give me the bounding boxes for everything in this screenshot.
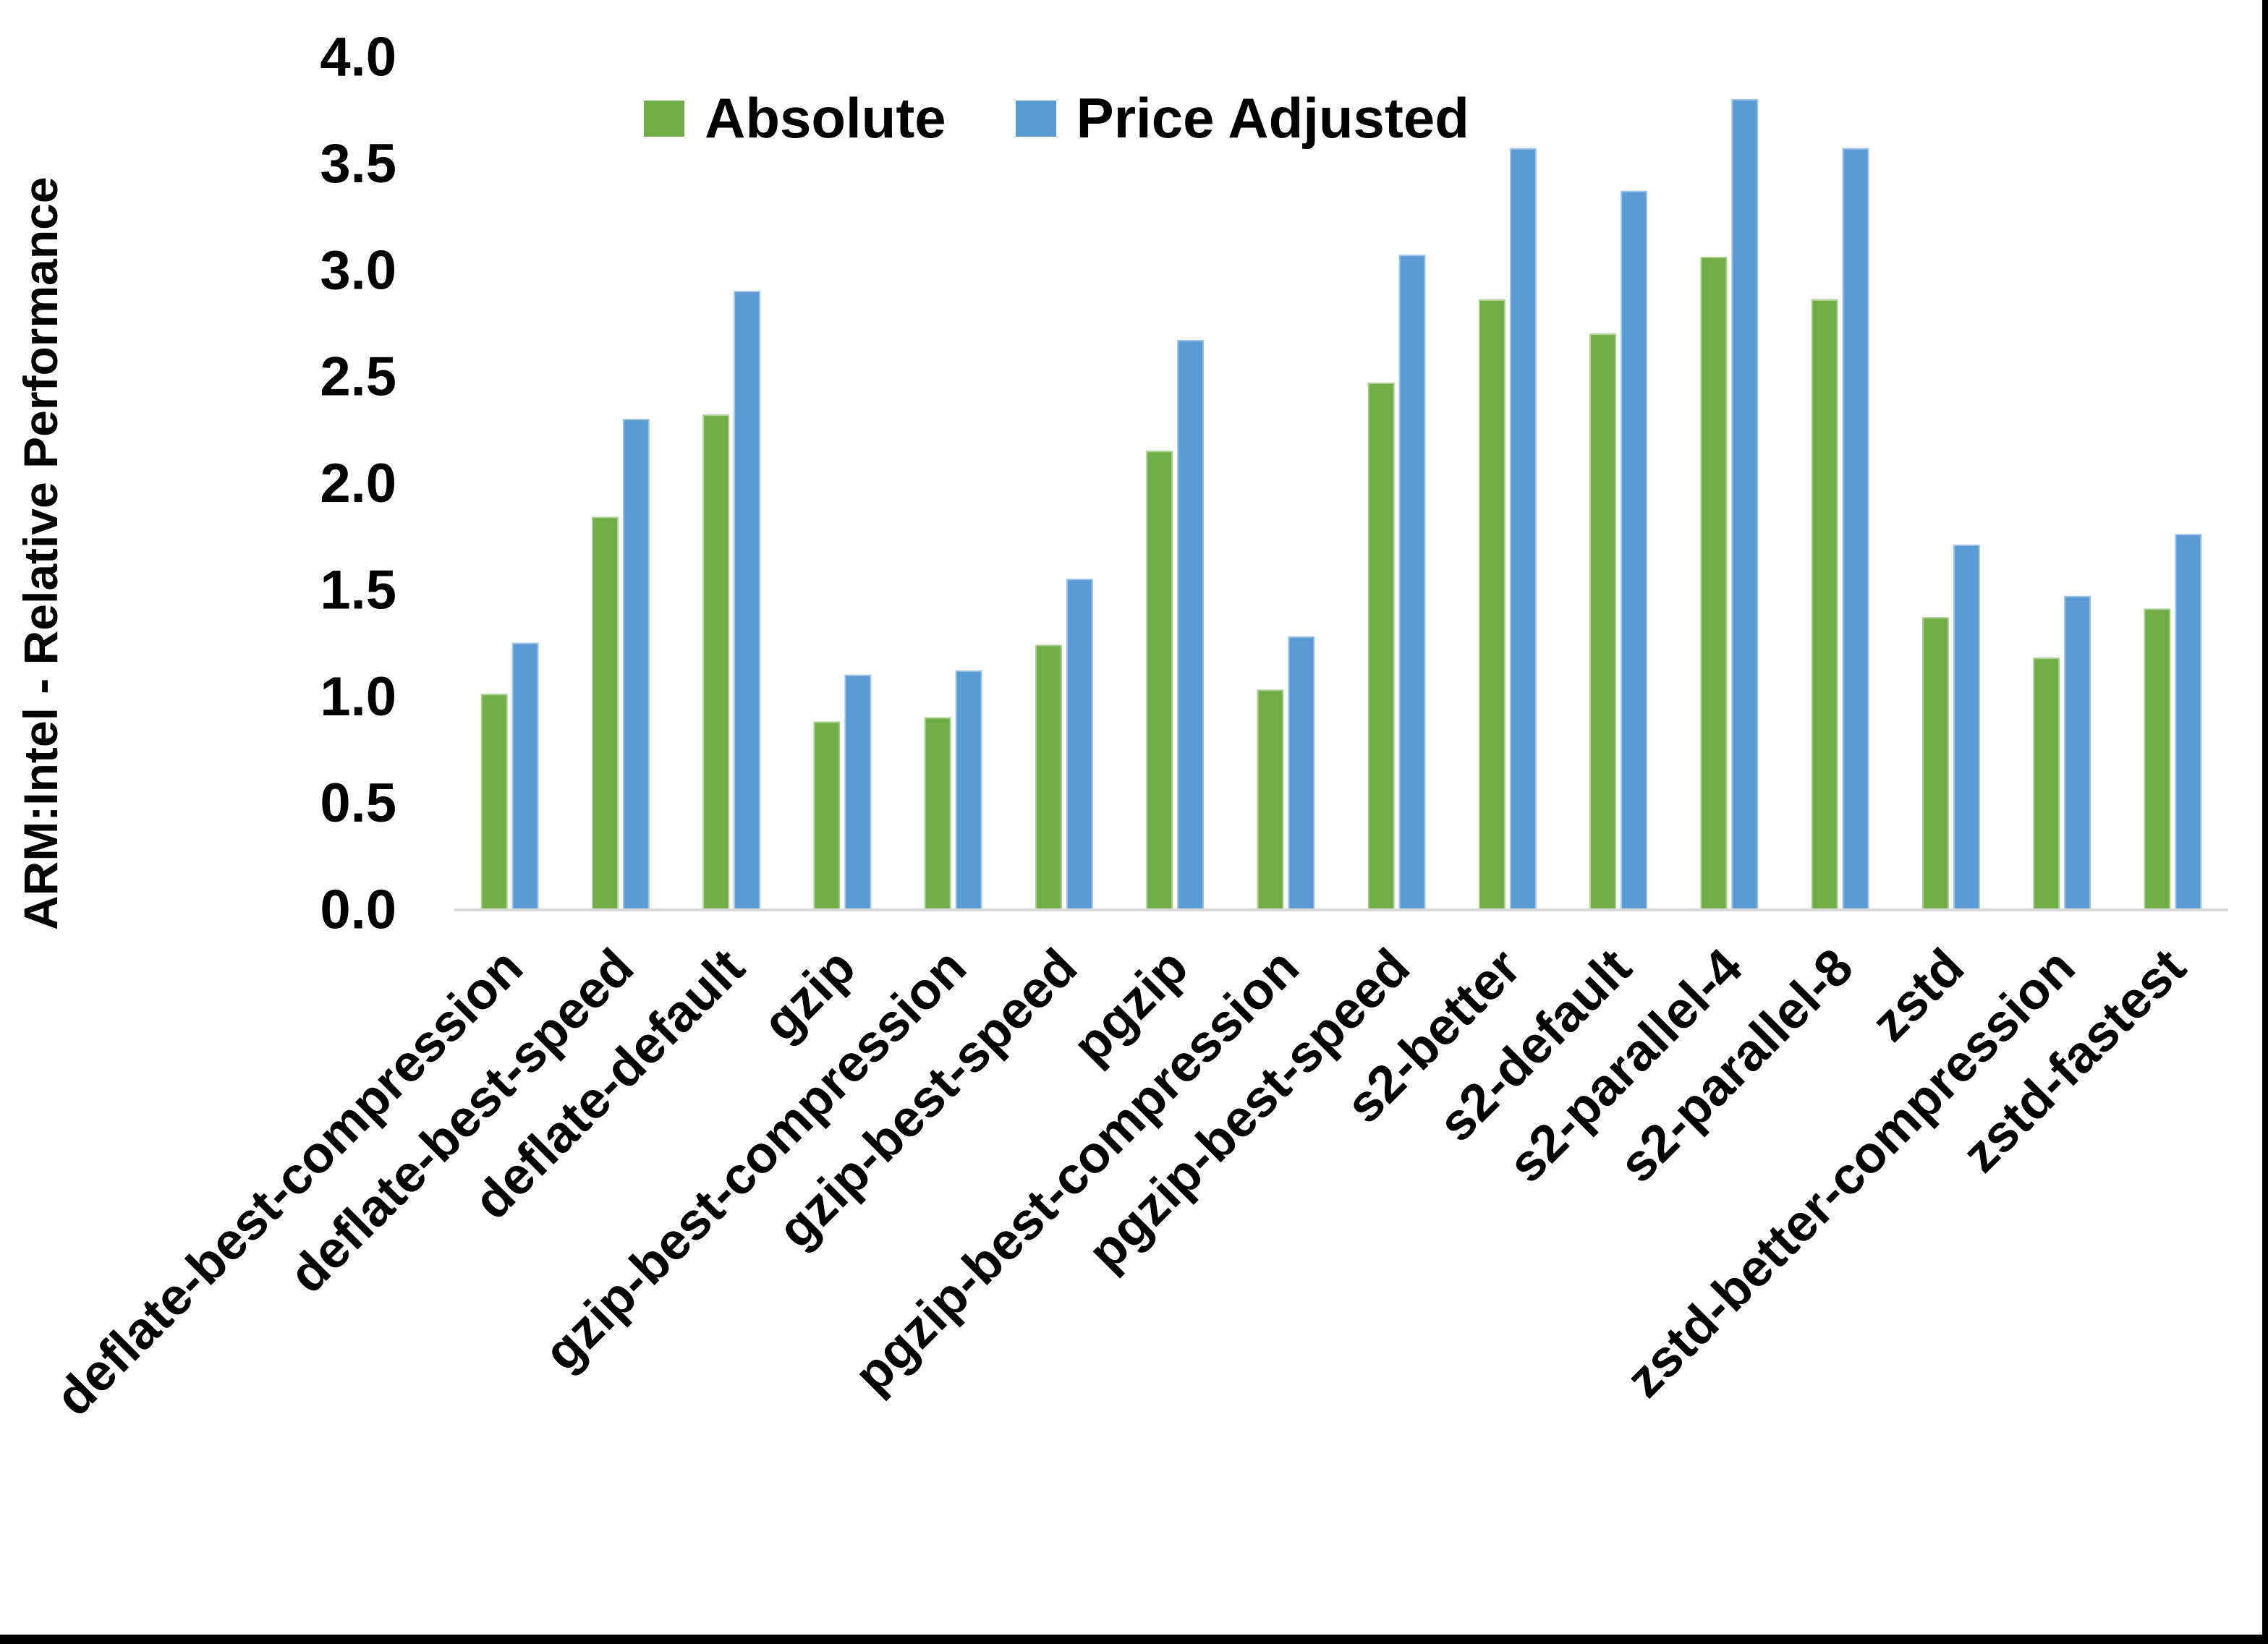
x-category-label: deflate-best-compression [45, 938, 534, 1427]
bar-absolute-pgzip-best-speed [1367, 382, 1395, 911]
y-tick-label: 0.0 [320, 880, 396, 941]
bar-price-adjusted-pgzip-best-compression [1288, 636, 1315, 911]
bar-absolute-pgzip-best-compression [1257, 689, 1284, 911]
bar-price-adjusted-deflate-best-speed [622, 419, 650, 911]
bar-absolute-s2-parallel-8 [1811, 299, 1838, 911]
legend-label-absolute: Absolute [705, 86, 946, 150]
bar-price-adjusted-zstd [1953, 544, 1980, 911]
bar-price-adjusted-gzip-best-compression [955, 670, 982, 911]
bar-absolute-gzip-best-speed [1035, 644, 1062, 911]
bar-absolute-gzip [813, 721, 841, 911]
bar-price-adjusted-pgzip [1177, 340, 1205, 911]
bar-price-adjusted-zstd-fastest [2175, 534, 2202, 911]
legend-label-price-adjusted: Price Adjusted [1076, 86, 1469, 150]
bar-price-adjusted-s2-parallel-8 [1842, 148, 1869, 911]
bar-price-adjusted-s2-better [1509, 148, 1537, 911]
bar-absolute-zstd [1921, 617, 1949, 911]
bar-absolute-gzip-best-compression [924, 717, 951, 911]
legend: Absolute Price Adjusted [644, 85, 1469, 151]
legend-swatch-absolute [644, 100, 684, 137]
legend-item-absolute: Absolute [644, 85, 946, 151]
legend-item-price-adjusted: Price Adjusted [1015, 85, 1469, 151]
y-tick-label: 2.5 [320, 346, 396, 408]
bar-price-adjusted-s2-parallel-4 [1731, 98, 1759, 911]
y-tick-label: 1.0 [320, 666, 396, 728]
bar-absolute-deflate-best-compression [480, 694, 508, 911]
bar-absolute-pgzip [1146, 451, 1173, 911]
legend-swatch-price-adjusted [1015, 100, 1056, 137]
y-tick-label: 4.0 [320, 27, 396, 88]
y-tick-label: 0.5 [320, 772, 396, 834]
y-tick-label: 1.5 [320, 559, 396, 621]
bar-price-adjusted-zstd-better-compression [2064, 595, 2091, 911]
bar-absolute-deflate-default [702, 414, 730, 911]
y-tick-label: 3.5 [320, 133, 396, 195]
bar-price-adjusted-gzip [844, 674, 872, 911]
bar-absolute-s2-default [1589, 333, 1617, 911]
bar-absolute-zstd-fastest [2144, 608, 2171, 911]
bar-price-adjusted-gzip-best-speed [1066, 579, 1093, 911]
y-tick-label: 2.0 [320, 453, 396, 514]
bar-price-adjusted-pgzip-best-speed [1398, 255, 1426, 911]
bar-price-adjusted-s2-default [1621, 190, 1648, 911]
bar-absolute-zstd-better-compression [2033, 657, 2060, 911]
bar-price-adjusted-deflate-default [734, 291, 761, 911]
y-tick-label: 3.0 [320, 239, 396, 301]
bar-price-adjusted-deflate-best-compression [511, 642, 539, 911]
bar-absolute-deflate-best-speed [591, 516, 619, 911]
bar-absolute-s2-parallel-4 [1700, 257, 1728, 911]
bar-absolute-s2-better [1478, 299, 1505, 911]
